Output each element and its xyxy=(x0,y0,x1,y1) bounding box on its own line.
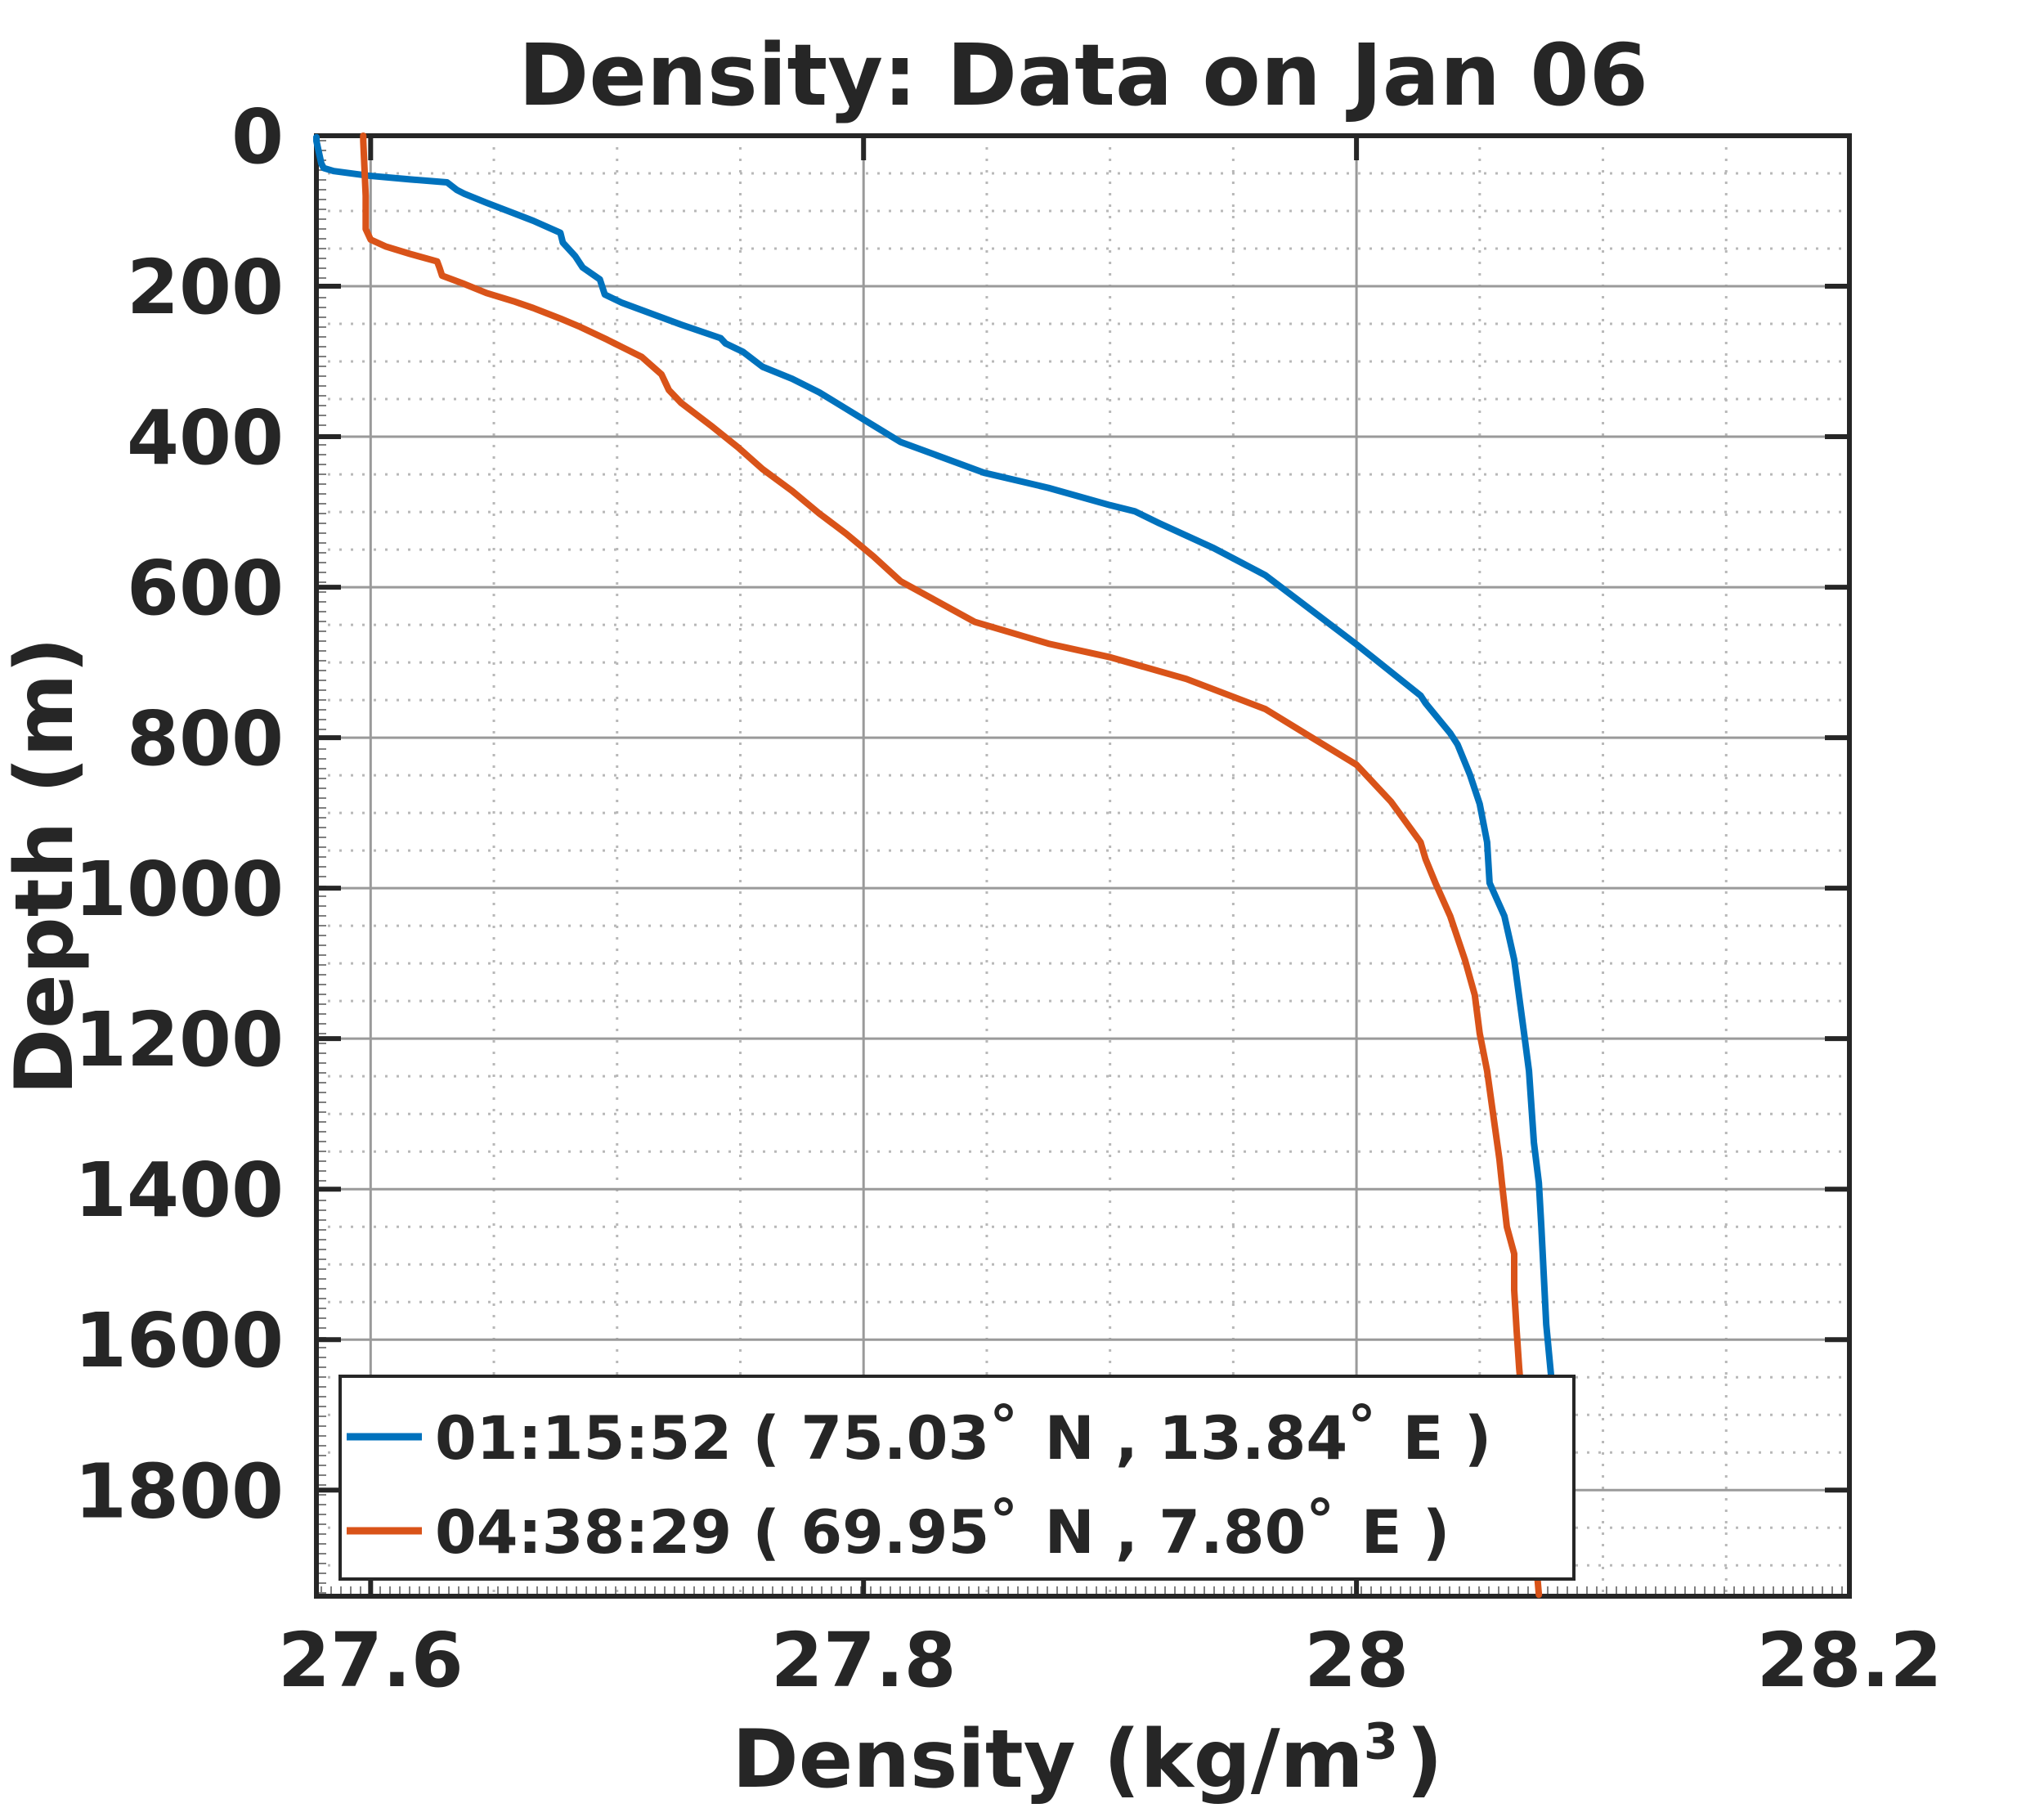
y-tick-label: 400 xyxy=(127,394,284,482)
legend-entry-label: 01:15:52 ( 75.03° N , 13.84° E ) xyxy=(435,1394,1491,1474)
y-tick-label: 800 xyxy=(127,695,284,783)
y-tick-label: 0 xyxy=(231,93,284,181)
series-line-blue xyxy=(313,133,1560,1558)
legend-entry-label: 04:38:29 ( 69.95° N , 7.80° E ) xyxy=(435,1488,1450,1568)
y-tick-label: 1600 xyxy=(74,1297,284,1384)
y-tick-labels: 0 200 400 600 800 1000 1200 1400 1600 1800 xyxy=(74,93,284,1535)
x-tick-label: 28.2 xyxy=(1757,1617,1943,1704)
legend-entry: 01:15:52 ( 75.03° N , 13.84° E ) xyxy=(347,1394,1491,1474)
y-tick-label: 1400 xyxy=(74,1146,284,1234)
y-tick-label: 1000 xyxy=(74,846,284,933)
chart-title: Density: Data on Jan 06 xyxy=(518,25,1648,125)
major-ticks xyxy=(316,133,1852,1596)
x-tick-labels: 27.6 27.8 28 28.2 xyxy=(278,1617,1943,1704)
x-axis-label: Density (kg/m3 ) xyxy=(732,1713,1442,1806)
legend-box xyxy=(338,1375,1576,1581)
y-tick-label: 1200 xyxy=(74,996,284,1083)
x-tick-label: 27.6 xyxy=(278,1617,464,1704)
y-tick-label: 1800 xyxy=(74,1447,284,1535)
axis-box xyxy=(314,133,1852,1599)
legend: 01:15:52 ( 75.03° N , 13.84° E ) 04:38:29… xyxy=(338,1375,1576,1581)
y-tick-label: 600 xyxy=(127,545,284,632)
x-tick-label: 28 xyxy=(1304,1617,1409,1704)
series-line-orange xyxy=(360,132,1543,1599)
y-tick-label: 200 xyxy=(127,244,284,331)
y-axis-label: Depth (m) xyxy=(0,637,92,1095)
legend-entry: 04:38:29 ( 69.95° N , 7.80° E ) xyxy=(347,1488,1450,1568)
x-tick-label: 27.8 xyxy=(771,1617,957,1704)
plot-area: 27.6 27.8 28 28.2 0 200 400 600 800 1000 1200 1400 1… xyxy=(74,93,1943,1704)
